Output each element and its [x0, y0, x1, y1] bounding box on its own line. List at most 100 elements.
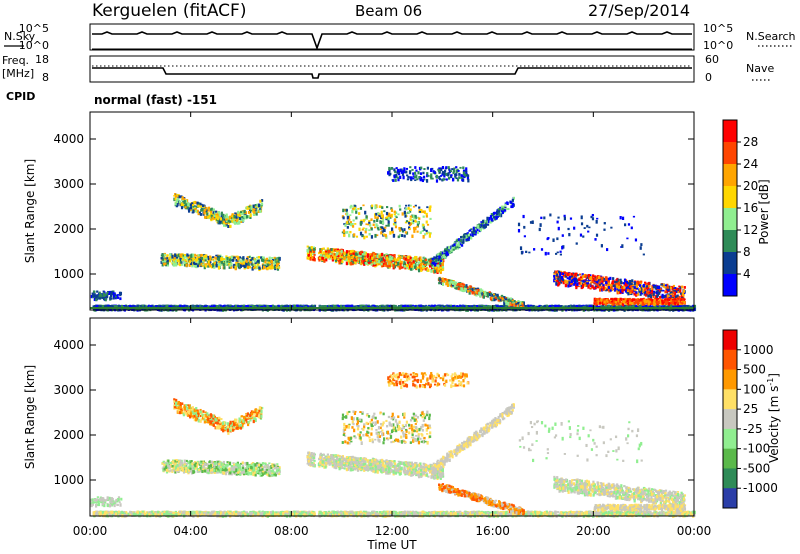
data-cell — [183, 253, 187, 256]
data-cell — [191, 202, 194, 205]
data-cell — [202, 263, 205, 266]
data-cell — [199, 205, 202, 208]
data-cell — [340, 304, 343, 308]
data-cell — [96, 296, 100, 300]
data-cell — [276, 307, 279, 311]
data-cell — [93, 297, 96, 302]
data-cell — [266, 266, 270, 270]
data-cell — [117, 296, 120, 299]
data-cell — [232, 257, 235, 261]
data-cell — [395, 307, 399, 311]
data-cell — [164, 258, 167, 261]
data-cell — [197, 204, 200, 208]
data-cell — [112, 304, 115, 308]
sky-panel-frame — [89, 23, 695, 51]
data-cell — [579, 308, 582, 311]
data-cell — [271, 305, 275, 308]
data-cell — [238, 221, 241, 225]
data-cell — [264, 304, 267, 307]
data-cell — [211, 256, 215, 258]
data-cell — [475, 304, 479, 307]
data-cell — [247, 305, 250, 308]
data-cell — [573, 305, 576, 308]
data-cell — [104, 298, 107, 302]
data-cell — [360, 307, 363, 311]
data-cell — [527, 304, 530, 308]
data-cell — [174, 202, 177, 206]
data-cell — [258, 267, 261, 270]
data-cell — [242, 256, 245, 260]
data-cell — [98, 291, 101, 295]
data-cell — [187, 209, 191, 213]
nsky-label: N.Sky — [4, 30, 36, 43]
data-cell — [580, 305, 583, 308]
data-cell — [208, 263, 211, 267]
data-cell — [280, 305, 283, 308]
search-tick-low: 10^0 — [703, 39, 733, 52]
data-cell — [255, 265, 259, 269]
data-cell — [105, 296, 109, 298]
data-cell — [249, 260, 252, 264]
data-cell — [101, 296, 104, 299]
data-cell — [178, 200, 182, 204]
data-cell — [591, 308, 594, 311]
data-cell — [188, 263, 191, 267]
data-cell — [615, 305, 618, 308]
data-cell — [304, 305, 308, 308]
data-cell — [422, 305, 425, 308]
data-cell — [540, 307, 543, 312]
data-cell — [234, 212, 237, 215]
data-cell — [629, 305, 632, 308]
data-cell — [169, 253, 172, 256]
data-cell — [181, 263, 184, 266]
data-cell — [175, 307, 178, 311]
data-cell — [239, 211, 243, 213]
data-cell — [692, 304, 695, 307]
data-cell — [595, 304, 598, 309]
data-cell — [233, 221, 237, 225]
data-cell — [200, 208, 203, 212]
data-cell — [524, 304, 527, 307]
data-cell — [114, 295, 117, 298]
data-cell — [161, 264, 164, 267]
data-cell — [471, 305, 474, 308]
data-cell — [186, 258, 190, 261]
data-cell — [543, 305, 547, 308]
data-cell — [110, 293, 113, 297]
data-cell — [156, 304, 159, 307]
data-cell — [262, 258, 265, 262]
data-cell — [245, 259, 248, 263]
data-cell — [249, 213, 252, 218]
data-cell — [251, 264, 254, 266]
data-cell — [331, 307, 334, 311]
sky-tick-low: 10^0 — [19, 39, 49, 52]
data-cell — [223, 266, 226, 270]
data-cell — [207, 305, 210, 309]
data-cell — [93, 293, 96, 295]
data-cell — [357, 307, 360, 311]
data-cell — [226, 256, 229, 260]
data-cell — [209, 307, 213, 312]
data-cell — [103, 297, 106, 301]
data-cell — [176, 203, 179, 207]
data-cell — [163, 262, 166, 266]
data-cell — [204, 259, 207, 262]
data-cell — [265, 257, 269, 261]
data-cell — [195, 258, 198, 262]
data-cell — [210, 214, 213, 217]
data-cell — [119, 297, 122, 301]
data-cell — [456, 305, 459, 309]
data-cell — [257, 203, 261, 208]
data-cell — [212, 208, 215, 212]
data-cell — [605, 305, 608, 308]
data-cell — [109, 297, 113, 300]
data-cell — [271, 263, 274, 267]
nsearch-label: N.Search — [746, 30, 796, 43]
data-cell — [213, 260, 216, 264]
data-cell — [543, 308, 546, 311]
data-cell — [306, 308, 309, 311]
data-cell — [570, 307, 573, 311]
data-cell — [230, 255, 233, 260]
data-cell — [680, 307, 683, 311]
